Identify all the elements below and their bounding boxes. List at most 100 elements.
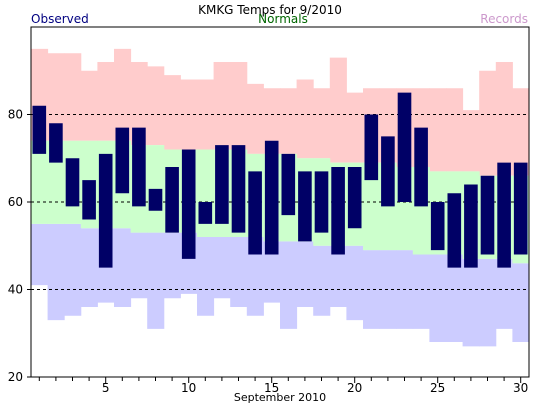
observed-bar <box>497 162 511 268</box>
legend-normals: Normals <box>258 12 308 26</box>
y-axis-ticks: 20 40 60 80 <box>8 108 31 384</box>
legend-records: Records <box>480 12 528 26</box>
record-low-bar <box>230 237 248 307</box>
record-high-bar <box>512 88 530 176</box>
observed-bar <box>430 202 445 251</box>
record-high-bar <box>47 53 65 141</box>
x-axis-ticks: 5 10 15 20 25 30 <box>38 377 528 395</box>
record-high-bar <box>246 83 264 154</box>
record-low-bar <box>429 254 447 342</box>
x-tick-label: 5 <box>102 381 110 395</box>
observed-bar <box>281 153 296 216</box>
record-high-bar <box>114 48 132 141</box>
observed-bar <box>49 123 63 163</box>
x-tick-label: 25 <box>430 381 445 395</box>
observed-bar <box>32 105 47 154</box>
record-low-bar <box>114 228 132 307</box>
record-low-bar <box>462 258 480 347</box>
normal-range-bar <box>31 140 49 224</box>
record-high-bar <box>230 62 248 150</box>
observed-bar <box>148 188 163 211</box>
observed-bars <box>32 92 528 268</box>
record-high-bars <box>31 48 530 176</box>
record-low-bar <box>313 245 331 316</box>
record-low-bar <box>379 250 397 329</box>
record-high-bar <box>147 66 165 146</box>
observed-bar <box>98 153 113 268</box>
record-high-bar <box>280 88 298 154</box>
record-low-bar <box>280 241 298 329</box>
x-tick-label: 20 <box>347 381 362 395</box>
y-tick-label: 20 <box>8 370 23 384</box>
record-low-bar <box>512 263 530 342</box>
record-low-bar <box>213 237 231 299</box>
record-low-bar <box>296 241 314 307</box>
record-high-bar <box>263 88 281 154</box>
record-low-bar <box>80 228 98 307</box>
x-tick-label: 15 <box>264 381 279 395</box>
y-tick-label: 40 <box>8 283 23 297</box>
record-low-bar <box>197 237 215 316</box>
record-low-bar <box>147 232 165 329</box>
observed-bar <box>381 136 395 207</box>
record-low-bar <box>346 245 364 321</box>
gridlines <box>31 114 529 290</box>
observed-bar <box>115 127 130 194</box>
observed-bar <box>464 184 478 268</box>
record-high-bar <box>462 110 480 172</box>
record-low-bar <box>47 223 65 321</box>
record-high-bar <box>446 88 464 172</box>
record-high-bar <box>64 53 82 141</box>
observed-bar <box>347 167 362 229</box>
record-high-bar <box>479 70 497 176</box>
observed-bar <box>248 171 262 255</box>
observed-bar <box>414 127 428 207</box>
record-high-bar <box>313 88 331 159</box>
record-high-bar <box>163 75 181 150</box>
observed-bar <box>198 202 213 224</box>
record-low-bar <box>31 223 49 286</box>
record-low-bar <box>412 254 430 329</box>
record-low-bar <box>64 223 82 316</box>
chart-title: KMKG Temps for 9/2010 <box>198 3 342 17</box>
observed-bar <box>264 140 279 255</box>
normal-range-bar <box>363 162 381 251</box>
record-high-bar <box>80 70 98 141</box>
legend-observed: Observed <box>31 12 89 26</box>
record-high-bar <box>329 57 347 163</box>
observed-bar <box>331 167 345 255</box>
x-axis-label: September 2010 <box>234 391 326 404</box>
record-high-bar <box>130 62 148 146</box>
observed-bar <box>132 127 146 207</box>
observed-bar <box>298 171 312 242</box>
record-high-bar <box>213 62 231 150</box>
record-high-bar <box>495 62 513 176</box>
record-high-bar <box>296 79 314 159</box>
record-high-bar <box>346 92 364 163</box>
record-low-bar <box>329 245 347 307</box>
observed-bar <box>447 193 462 268</box>
observed-bar <box>397 92 412 202</box>
observed-bar <box>513 162 528 255</box>
observed-bar <box>82 180 96 220</box>
y-tick-label: 80 <box>8 108 23 122</box>
observed-bar <box>314 171 329 233</box>
record-high-bar <box>429 88 447 172</box>
observed-bar <box>165 167 179 233</box>
record-low-bar <box>363 250 381 329</box>
x-tick-label: 10 <box>181 381 196 395</box>
observed-bar <box>364 114 379 181</box>
observed-bar <box>181 149 196 259</box>
record-low-bar <box>495 258 513 329</box>
x-tick-label: 30 <box>513 381 528 395</box>
record-high-bar <box>97 62 115 141</box>
y-tick-label: 60 <box>8 195 23 209</box>
record-low-bar <box>163 232 181 299</box>
observed-bar <box>231 145 246 233</box>
record-low-bar <box>263 241 281 303</box>
record-low-bar <box>446 254 464 342</box>
observed-bar <box>65 158 80 207</box>
record-low-bar <box>479 258 497 347</box>
observed-bar <box>215 145 229 224</box>
